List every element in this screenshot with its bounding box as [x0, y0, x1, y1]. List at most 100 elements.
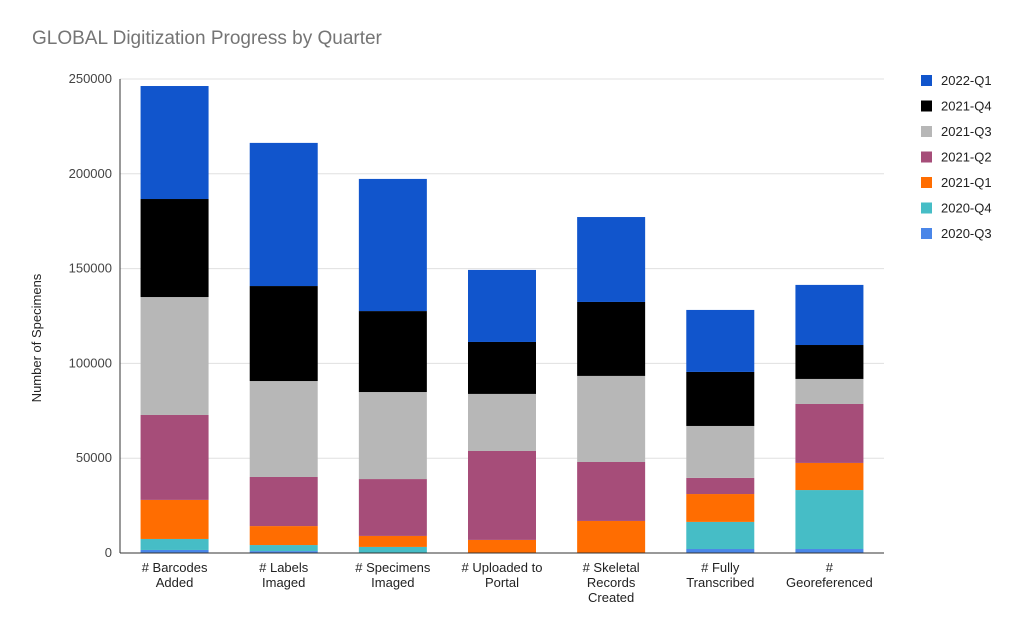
bar-stack: [140, 86, 209, 553]
legend: 2022-Q1 2021-Q4 2021-Q3 2021-Q2 2021-Q1 2020-…: [921, 73, 992, 241]
x-category-label-line: Portal: [485, 575, 519, 590]
bar-segment-2021-q3: [140, 297, 209, 415]
bar-segment-2021-q3: [795, 378, 864, 404]
legend-label: 2020-Q3: [941, 226, 992, 241]
bar-segment-2020-q4: [358, 546, 427, 553]
legend-swatch: [921, 75, 932, 86]
bar-segment-2020-q3: [140, 549, 209, 553]
x-category-label-line: Added: [156, 575, 194, 590]
legend-label: 2021-Q1: [941, 175, 992, 190]
x-category-labels: # Barcodes Added# Labels Imaged# Specimens…: [142, 560, 873, 605]
bar-segment-2021-q4: [686, 371, 755, 426]
bar-segment-2020-q4: [249, 545, 318, 552]
bar-segment-2021-q2: [358, 479, 427, 536]
legend-swatch: [921, 177, 932, 188]
bar-segment-2021-q4: [249, 286, 318, 382]
bar-segment-2021-q1: [140, 499, 209, 539]
bar-segment-2020-q3: [795, 549, 864, 553]
legend-label: 2020-Q4: [941, 201, 992, 216]
bar-segment-2020-q4: [686, 521, 755, 550]
bar-segment-2021-q2: [686, 477, 755, 495]
x-category-label-line: Records: [587, 575, 636, 590]
bar-segment-2022-q1: [686, 309, 755, 372]
x-category-label-line: # Labels: [259, 560, 309, 575]
legend-swatch: [921, 126, 932, 137]
bar-stack: [358, 178, 427, 553]
legend-item: 2021-Q2: [921, 150, 992, 165]
x-category-label: # Specimens Imaged: [355, 560, 431, 590]
y-tick-labels: 0 50000 100000 150000 200000 250000: [69, 71, 112, 560]
bar-segment-2021-q1: [358, 535, 427, 547]
x-category-label: # Barcodes Added: [142, 560, 208, 590]
bar-segment-2021-q4: [358, 311, 427, 393]
y-tick-label: 50000: [76, 450, 112, 465]
y-tick-label: 150000: [69, 261, 112, 276]
x-category-label: # Fully Transcribed: [686, 560, 754, 590]
bar-segment-2021-q3: [686, 425, 755, 478]
bar-segment-2021-q2: [577, 461, 646, 521]
bar-stack: [795, 284, 864, 553]
x-category-label-line: #: [826, 560, 834, 575]
legend-swatch: [921, 202, 932, 214]
x-category-label: # Skeletal Records Created: [583, 560, 640, 605]
bar-segment-2021-q2: [249, 476, 318, 527]
legend-item: 2021-Q4: [921, 99, 992, 114]
legend-swatch: [921, 228, 932, 239]
bar-segment-2022-q1: [577, 217, 646, 302]
bar-segment-2020-q4: [140, 538, 209, 550]
legend-item: 2020-Q4: [921, 201, 992, 216]
x-category-label-line: # Specimens: [355, 560, 431, 575]
bar-segment-2020-q3: [249, 551, 318, 553]
chart-title: GLOBAL Digitization Progress by Quarter: [32, 28, 382, 49]
bar-segment-2021-q4: [140, 199, 209, 298]
y-tick-label: 100000: [69, 355, 112, 370]
bar-segment-2020-q4: [795, 490, 864, 550]
bar-segment-2021-q1: [249, 526, 318, 546]
bar-segment-2022-q1: [358, 178, 427, 312]
bar-segment-2021-q4: [795, 345, 864, 379]
legend-label: 2022-Q1: [941, 73, 992, 88]
x-category-label-line: # Uploaded to: [462, 560, 543, 575]
bar-segment-2020-q3: [686, 549, 755, 553]
bar-segment-2021-q4: [577, 301, 646, 376]
bar-segment-2021-q1: [577, 520, 646, 553]
bar-segment-2021-q3: [468, 393, 536, 451]
bar-stack: [686, 309, 755, 553]
legend-label: 2021-Q4: [941, 99, 992, 114]
x-category-label-line: Georeferenced: [786, 575, 873, 590]
bar-segment-2021-q3: [249, 381, 318, 477]
axes: [119, 79, 884, 554]
bar-segment-2021-q3: [358, 392, 427, 480]
x-category-label-line: Created: [588, 590, 634, 605]
x-category-label-line: Transcribed: [686, 575, 754, 590]
bar-segment-2021-q4: [468, 341, 536, 394]
bar-segment-2022-q1: [795, 284, 864, 346]
legend-label: 2021-Q2: [941, 150, 992, 165]
bar-segment-2021-q2: [140, 414, 209, 500]
y-tick-label: 0: [105, 545, 112, 560]
legend-swatch: [921, 151, 932, 163]
legend-item: 2022-Q1: [921, 73, 992, 88]
legend-item: 2020-Q3: [921, 226, 992, 241]
bar-segment-2021-q3: [577, 375, 646, 462]
x-category-label: # Uploaded to Portal: [462, 560, 543, 590]
legend-item: 2021-Q3: [921, 124, 992, 139]
bar-stack: [249, 142, 318, 553]
x-category-label-line: Imaged: [371, 575, 414, 590]
bar-segment-2021-q2: [795, 403, 864, 463]
legend-item: 2021-Q1: [921, 175, 992, 190]
bar-segment-2021-q2: [468, 450, 536, 540]
legend-swatch: [921, 100, 932, 112]
y-tick-label: 250000: [69, 71, 112, 86]
bar-segment-2022-q1: [249, 142, 318, 287]
x-category-label-line: # Barcodes: [142, 560, 208, 575]
bar-segment-2021-q1: [795, 462, 864, 491]
bar-stack: [577, 217, 646, 553]
y-axis-title: Number of Specimens: [29, 273, 44, 402]
bar-segment-2022-q1: [468, 269, 536, 342]
bar-stack: [468, 269, 536, 553]
x-category-label-line: # Skeletal: [583, 560, 640, 575]
legend-label: 2021-Q3: [941, 124, 992, 139]
x-category-label-line: Imaged: [262, 575, 305, 590]
